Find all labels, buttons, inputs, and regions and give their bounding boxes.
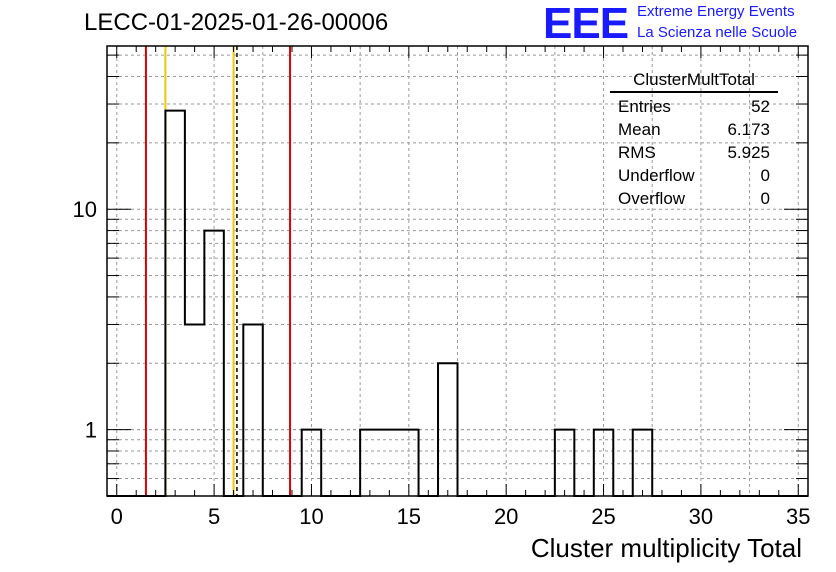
y-tick-label: 1 [85,418,97,443]
logo-line-1: Extreme Energy Events [637,3,795,20]
x-tick-label: 20 [494,504,518,529]
stats-row-underflow: Underflow 0 [610,164,778,187]
stats-title: ClusterMultTotal [610,70,778,93]
stats-value: 5.925 [727,143,770,162]
stats-value: 52 [751,97,770,116]
x-tick-label: 0 [111,504,123,529]
stats-value: 6.173 [727,120,770,139]
stats-label: Underflow [618,166,695,185]
stats-label: Entries [618,97,671,116]
stats-value: 0 [760,189,770,208]
x-tick-label: 35 [786,504,810,529]
stats-row-mean: Mean 6.173 [610,118,778,141]
logo-line-2: La Scienza nelle Scuole [637,24,798,41]
eee-logo: EEE [543,0,629,48]
stats-row-entries: Entries 52 [610,95,778,118]
stats-label: Mean [618,120,661,139]
plot-frame [106,45,809,497]
stats-row-rms: RMS 5.925 [610,141,778,164]
x-axis-label: Cluster multiplicity Total [530,533,802,563]
page-title: LECC-01-2025-01-26-00006 [84,9,389,36]
x-tick-label: 15 [397,504,421,529]
y-tick-label: 10 [73,197,97,222]
x-tick-label: 25 [591,504,615,529]
x-tick-label: 10 [299,504,323,529]
x-tick-label: 30 [689,504,713,529]
stats-label: Overflow [618,189,686,208]
stats-box: ClusterMultTotal Entries 52 Mean 6.173 R… [610,70,778,210]
x-tick-label: 5 [208,504,220,529]
stats-label: RMS [618,143,656,162]
stats-row-overflow: Overflow 0 [610,187,778,210]
stats-value: 0 [760,166,770,185]
